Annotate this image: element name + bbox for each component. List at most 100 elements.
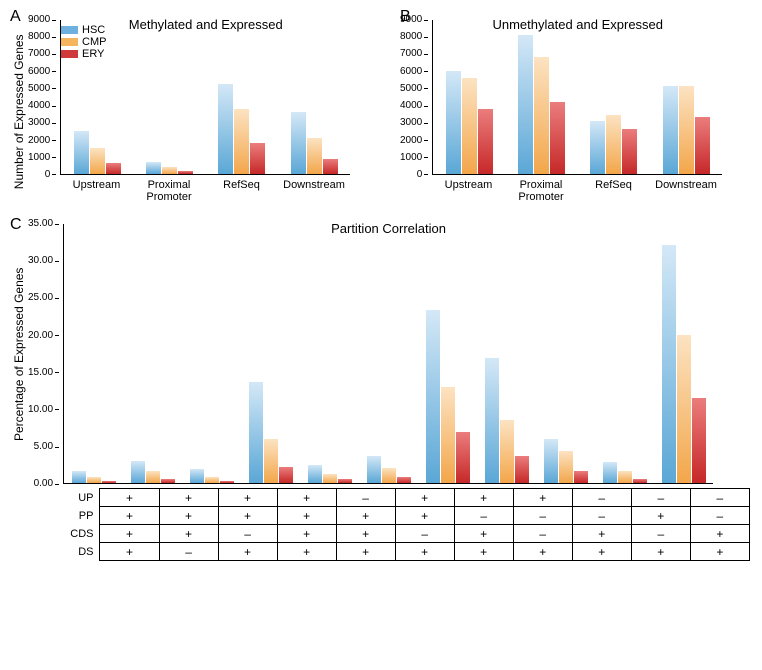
- bar: [692, 398, 706, 483]
- bar: [74, 131, 89, 174]
- panel-b: B 9000800070006000500040003000200010000 …: [400, 10, 750, 203]
- x-label: RefSeq: [205, 179, 278, 203]
- matrix-cell: +: [159, 507, 218, 525]
- bar: [234, 109, 249, 174]
- chart-c-ylabel: Percentage of Expressed Genes: [10, 224, 28, 484]
- bar: [574, 471, 588, 484]
- bar-group: [663, 86, 710, 174]
- figure: A HSCCMPERY Number of Expressed Genes 90…: [10, 10, 752, 561]
- bar-group: [603, 462, 647, 483]
- matrix-cell: +: [454, 543, 513, 561]
- bar: [87, 477, 101, 483]
- bar: [279, 467, 293, 483]
- x-label: Upstream: [60, 179, 133, 203]
- matrix-cell: –: [690, 507, 749, 525]
- matrix-cell: +: [631, 507, 690, 525]
- bar: [382, 468, 396, 484]
- bar: [662, 245, 676, 483]
- bar: [106, 163, 121, 174]
- bar: [190, 469, 204, 483]
- matrix-cell: +: [690, 525, 749, 543]
- matrix-cell: +: [100, 543, 159, 561]
- bar: [264, 439, 278, 483]
- bar: [606, 115, 621, 174]
- bar-group: [74, 131, 121, 174]
- matrix-cell: +: [277, 543, 336, 561]
- matrix-cell: –: [454, 507, 513, 525]
- matrix-row-label: CDS: [68, 525, 100, 543]
- chart-a-ylabel: Number of Expressed Genes: [10, 20, 28, 203]
- bar: [72, 471, 86, 484]
- chart-c-wrap: Percentage of Expressed Genes 35.0030.00…: [10, 218, 752, 484]
- matrix-cell: +: [513, 543, 572, 561]
- matrix-cell: +: [395, 507, 454, 525]
- matrix-row-label: DS: [68, 543, 100, 561]
- bar: [663, 86, 678, 174]
- bar: [679, 86, 694, 174]
- bar: [307, 138, 322, 174]
- matrix-cell: +: [336, 525, 395, 543]
- matrix-cell: +: [395, 489, 454, 507]
- matrix-row: DS+–+++++++++: [68, 543, 750, 561]
- bar: [550, 102, 565, 174]
- bar-group: [446, 71, 493, 174]
- bar-group: [218, 84, 265, 174]
- panel-a: A HSCCMPERY Number of Expressed Genes 90…: [10, 10, 380, 203]
- matrix-cell: –: [336, 489, 395, 507]
- bar: [205, 477, 219, 483]
- matrix-row-label: PP: [68, 507, 100, 525]
- chart-a-wrap: Number of Expressed Genes 90008000700060…: [10, 10, 380, 203]
- bar-group: [249, 382, 293, 483]
- matrix-cell: +: [159, 525, 218, 543]
- matrix-cell: +: [277, 489, 336, 507]
- bar-group: [367, 456, 411, 483]
- bar: [90, 148, 105, 174]
- matrix-cell: +: [631, 543, 690, 561]
- matrix-cell: +: [100, 489, 159, 507]
- bar: [633, 479, 647, 483]
- bar: [218, 84, 233, 174]
- x-label: ProximalPromoter: [505, 179, 578, 203]
- matrix-row: PP++++++–––+–: [68, 507, 750, 525]
- bar: [478, 109, 493, 174]
- chart-a-yaxis: 9000800070006000500040003000200010000: [28, 20, 60, 175]
- chart-c-plot: Partition Correlation: [63, 224, 713, 484]
- bar: [397, 477, 411, 483]
- matrix-cell: +: [454, 489, 513, 507]
- bar: [250, 143, 265, 174]
- chart-b-plot: Unmethylated and Expressed: [432, 20, 722, 175]
- x-label: Upstream: [432, 179, 505, 203]
- chart-a-xlabels: UpstreamProximalPromoterRefSeqDownstream: [60, 175, 350, 203]
- bar: [323, 159, 338, 174]
- bar: [456, 432, 470, 483]
- chart-b-wrap: 9000800070006000500040003000200010000 Un…: [400, 10, 750, 203]
- bar: [220, 481, 234, 483]
- chart-b-yaxis: 9000800070006000500040003000200010000: [400, 20, 432, 175]
- chart-b-groups: [433, 20, 722, 174]
- matrix-row: CDS++–++–+–+–+: [68, 525, 750, 543]
- bar: [622, 129, 637, 174]
- top-row: A HSCCMPERY Number of Expressed Genes 90…: [10, 10, 752, 203]
- chart-c-groups: [64, 224, 713, 483]
- bar: [618, 471, 632, 483]
- bar: [534, 57, 549, 174]
- bar: [695, 117, 710, 174]
- matrix-cell: +: [395, 543, 454, 561]
- matrix: UP++++–+++–––PP++++++–––+–CDS++–++–+–+–+…: [68, 488, 750, 561]
- matrix-cell: +: [572, 543, 631, 561]
- chart-b-xlabels: UpstreamProximalPromoterRefSeqDownstream: [432, 175, 722, 203]
- bar-group: [590, 115, 637, 174]
- matrix-cell: –: [631, 525, 690, 543]
- bar: [291, 112, 306, 174]
- bar: [323, 474, 337, 484]
- bar: [426, 310, 440, 483]
- matrix-cell: +: [454, 525, 513, 543]
- bar-group: [190, 469, 234, 483]
- bar-group: [485, 358, 529, 484]
- bar-group: [131, 461, 175, 483]
- bar: [590, 121, 605, 174]
- chart-a-plot: Methylated and Expressed: [60, 20, 350, 175]
- bar-group: [146, 162, 193, 174]
- bar-group: [72, 471, 116, 484]
- bar: [338, 479, 352, 483]
